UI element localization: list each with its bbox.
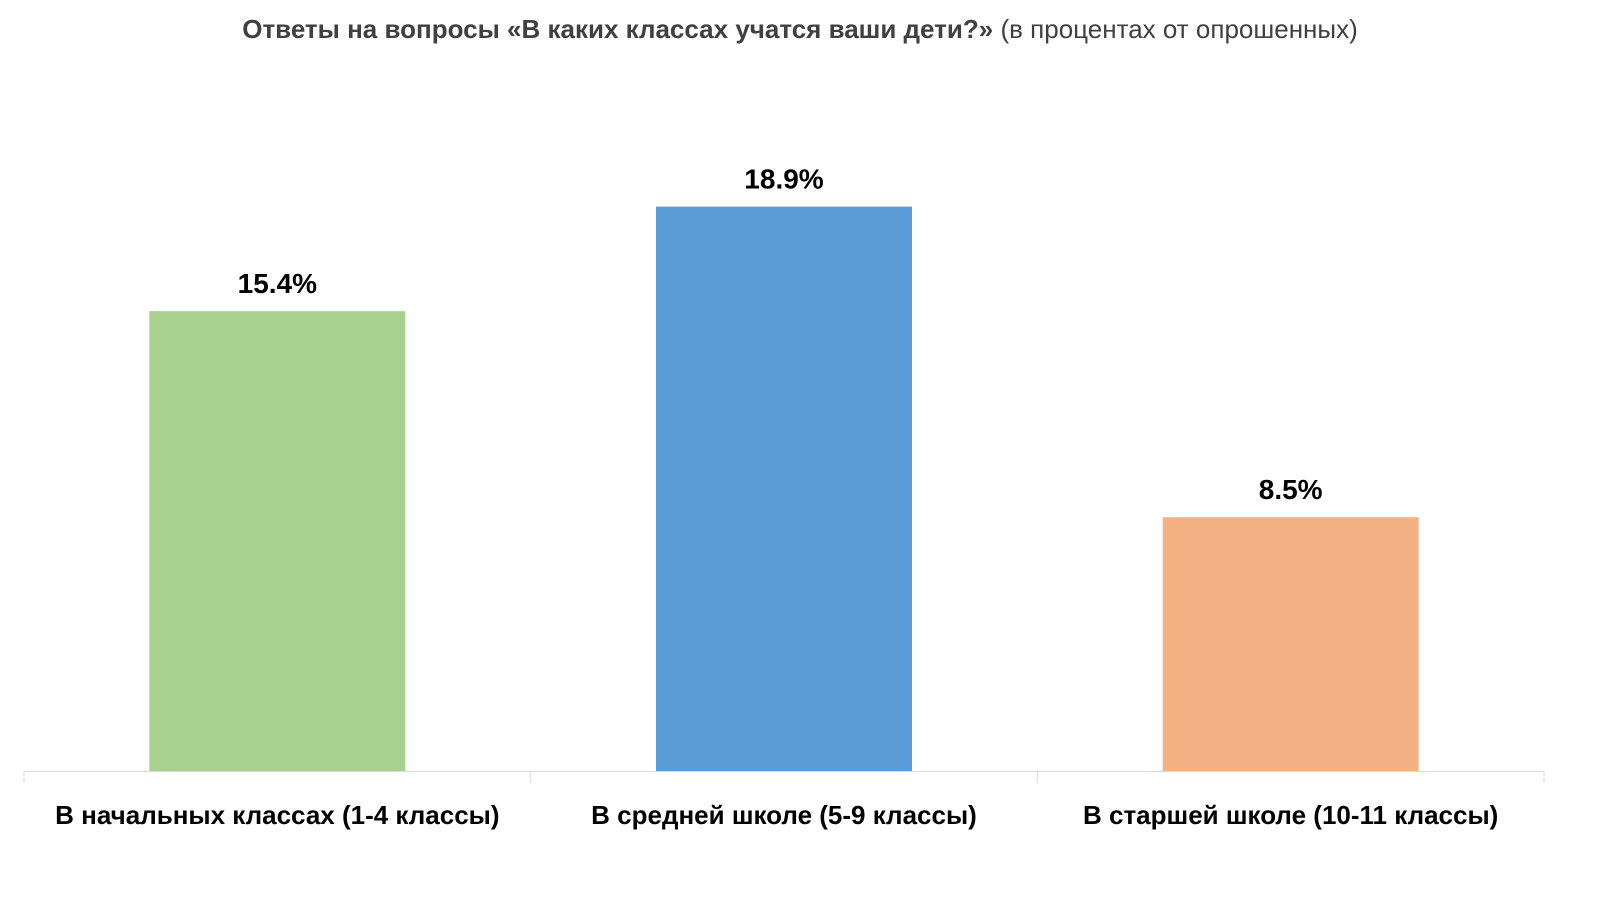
bar-3 <box>1162 517 1419 771</box>
x-axis <box>23 771 1545 783</box>
bars-layer <box>149 206 1419 771</box>
category-label-3: В старшей школе (10-11 классы) <box>1083 800 1498 830</box>
bar-2 <box>656 206 912 771</box>
data-label-2: 18.9% <box>744 164 823 195</box>
chart-title-main: Ответы на вопросы «В каких классах учатс… <box>242 14 994 44</box>
data-label-3: 8.5% <box>1259 474 1323 505</box>
category-label-1: В начальных классах (1-4 классы) <box>55 800 499 830</box>
chart-subtitle: (в процентах от опрошенных) <box>1000 14 1358 44</box>
category-label-2: В средней школе (5-9 классы) <box>591 800 977 830</box>
chart-title: Ответы на вопросы «В каких классах учатс… <box>0 14 1600 45</box>
labels-layer: 15.4% В начальных классах (1-4 классы) 18.… <box>55 164 1498 830</box>
data-label-1: 15.4% <box>238 268 317 299</box>
bar-1 <box>149 311 406 771</box>
